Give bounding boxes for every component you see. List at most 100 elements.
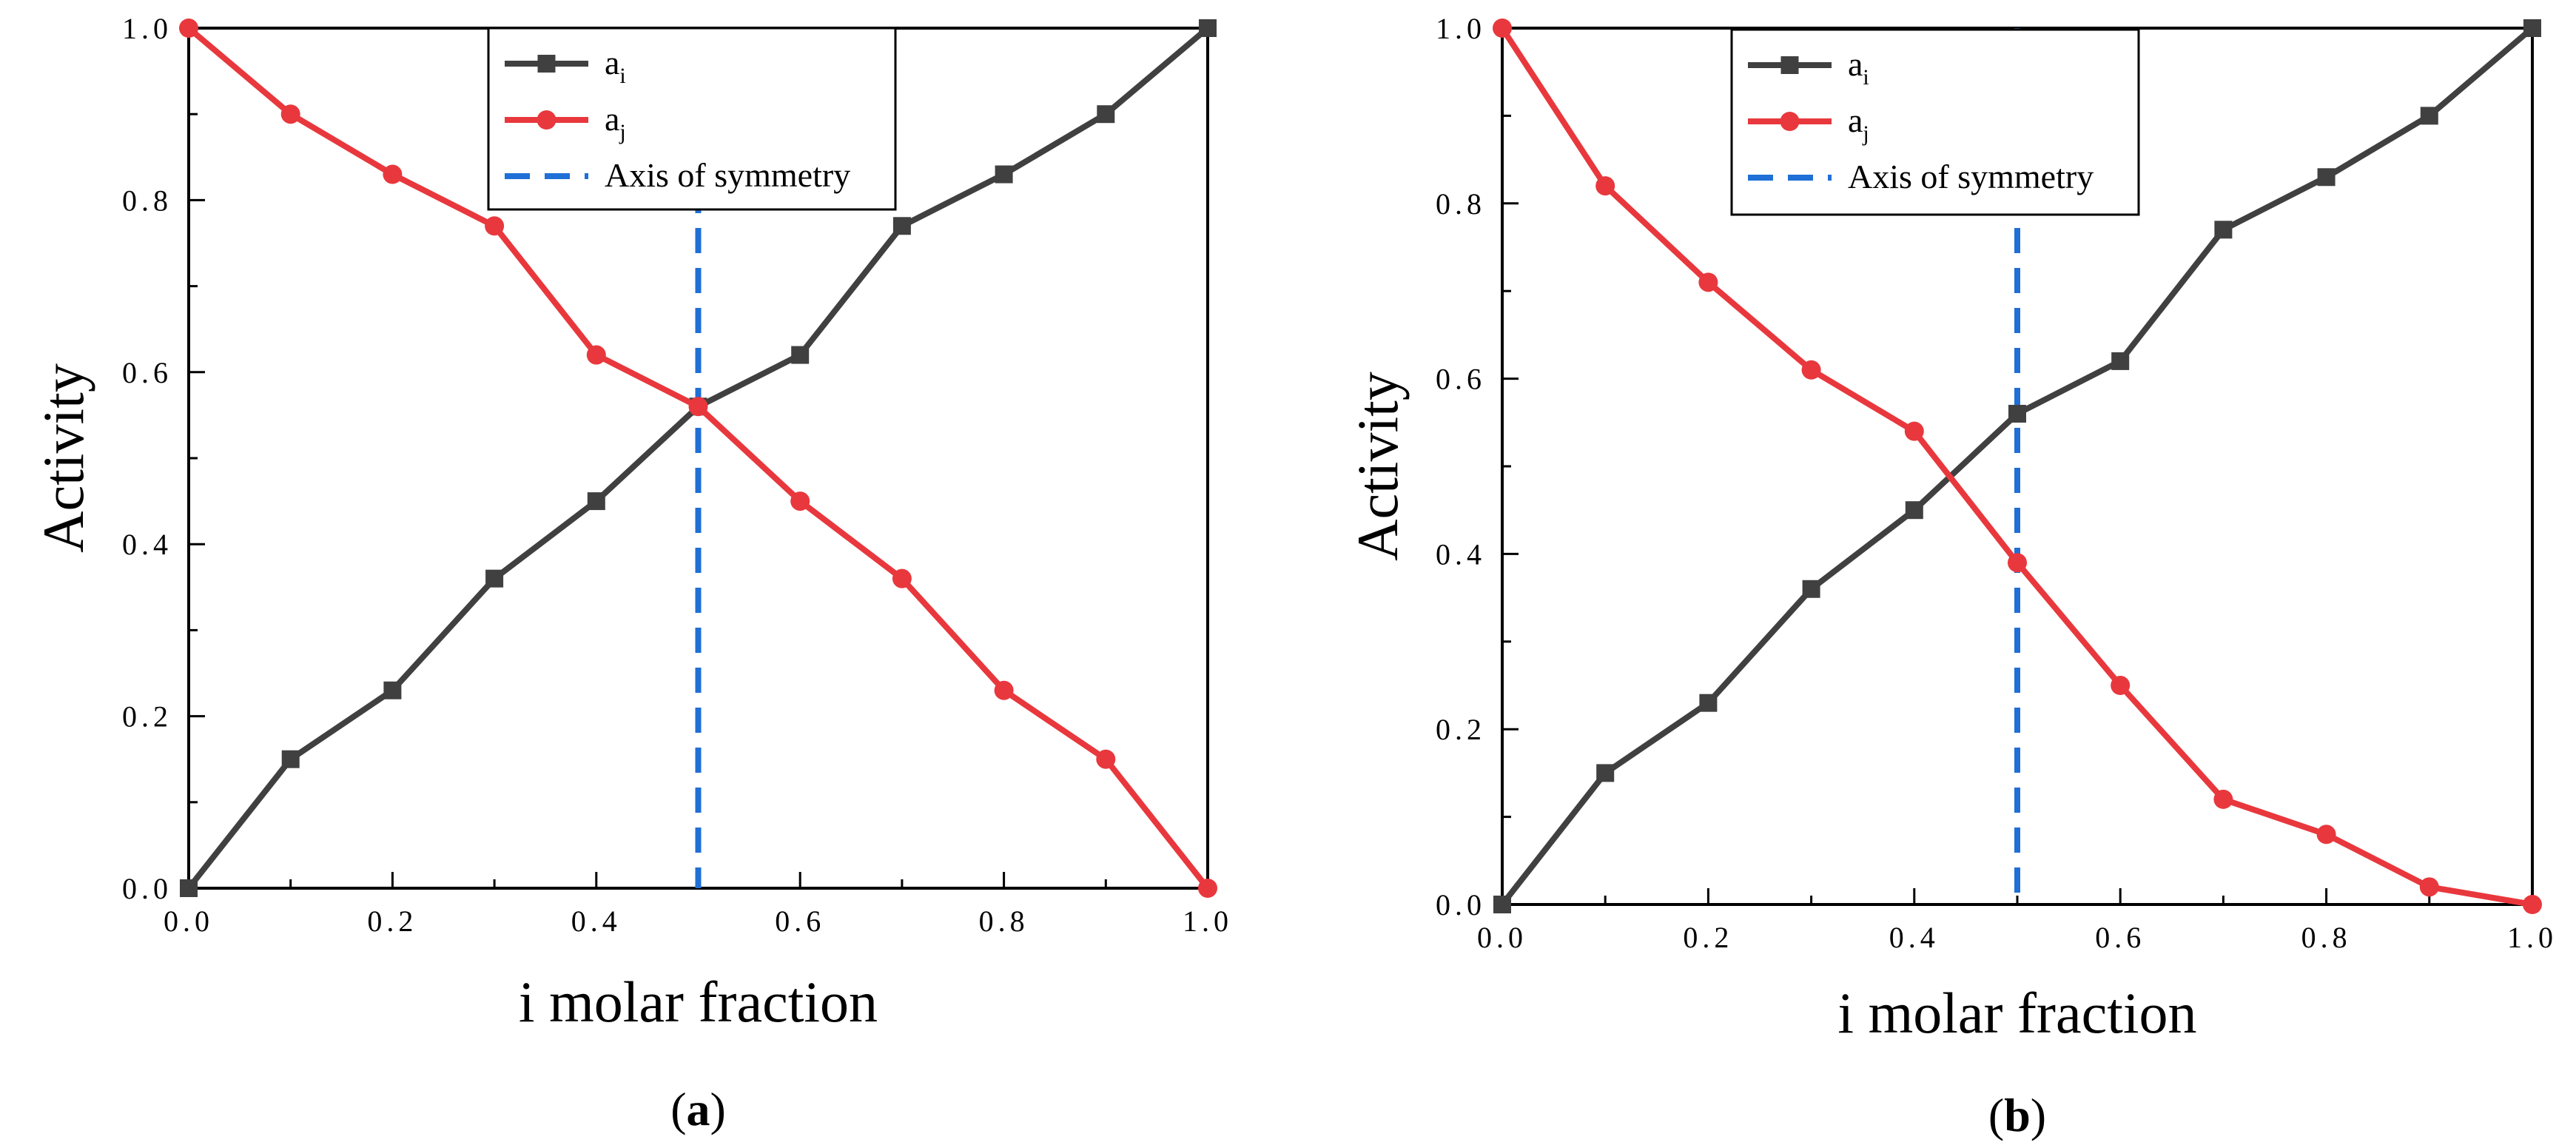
legend-marker [1780, 112, 1800, 131]
y-tick-label: 1.0 [1436, 12, 1486, 45]
series-aj [1493, 19, 2542, 914]
x-tick-label: 1.0 [1183, 904, 1233, 938]
legend-label: Axis of symmetry [605, 156, 850, 194]
data-point [892, 217, 911, 235]
data-point [1904, 421, 1924, 441]
data-point [1699, 694, 1718, 712]
data-point [1199, 19, 1217, 37]
y-tick-label: 0.6 [1436, 363, 1486, 396]
panel-label-open: ( [670, 1083, 686, 1135]
x-tick-label: 0.2 [367, 904, 417, 938]
data-point [1802, 580, 1820, 598]
data-point [994, 680, 1014, 700]
legend-marker [537, 110, 556, 130]
legend-label-base: a [1848, 45, 1863, 83]
y-tick-label: 0.8 [1436, 187, 1486, 221]
panel-label: (b) [1988, 1089, 2046, 1141]
legend-label-sub: i [1863, 65, 1869, 90]
data-point [2419, 877, 2439, 897]
data-point [281, 750, 300, 768]
series-aj [179, 19, 1217, 898]
y-tick-label: 0.4 [1436, 537, 1486, 571]
x-axis-title: i molar fraction [1837, 981, 2196, 1045]
x-tick-label: 0.6 [2095, 921, 2145, 954]
legend-label-base: a [605, 44, 619, 81]
data-point [2523, 19, 2541, 37]
x-tick-label: 0.0 [164, 904, 214, 938]
y-tick-label: 0.8 [122, 184, 172, 217]
data-point [1493, 19, 1512, 38]
data-point [2008, 553, 2027, 573]
data-point [180, 879, 198, 897]
y-axis-title: Activity [31, 363, 95, 553]
data-point [995, 165, 1013, 184]
x-tick-label: 1.0 [2507, 921, 2557, 954]
legend-label: ai [1848, 45, 1869, 90]
legend-label-sub: i [619, 64, 625, 88]
data-point [586, 345, 606, 365]
x-tick-label: 0.2 [1683, 921, 1733, 954]
data-point [1097, 105, 1115, 124]
y-tick-label: 1.0 [122, 12, 172, 45]
panel-label-letter: b [2004, 1089, 2031, 1141]
data-point [688, 397, 708, 417]
data-point [383, 681, 402, 699]
legend-label-base: a [605, 100, 619, 138]
y-tick-label: 0.2 [1436, 713, 1486, 746]
data-point [2111, 352, 2130, 370]
legend-label: Axis of symmetry [1848, 158, 2094, 195]
legend-marker [537, 55, 556, 73]
data-point [1595, 176, 1615, 196]
legend-label-sub: j [619, 120, 625, 144]
data-point [179, 19, 198, 38]
y-tick-label: 0.0 [122, 872, 172, 905]
data-point [383, 164, 403, 184]
legend-label: aj [1848, 101, 1869, 146]
x-tick-label: 0.4 [571, 904, 622, 938]
data-point [280, 104, 300, 124]
panel-b: 0.0 0.2 0.4 0.6 0.8 1.0 0.0 0.2 0.4 0.6 0.8 1.0 i mo… [1345, 12, 2557, 1141]
data-point [2523, 895, 2542, 914]
data-point [2316, 825, 2336, 845]
x-tick-label: 0.8 [2301, 921, 2352, 954]
data-point [2111, 676, 2131, 695]
y-tick-label: 0.0 [1436, 888, 1486, 922]
data-point [1596, 764, 1615, 782]
legend-label: aj [605, 100, 626, 144]
series-ai [1493, 19, 2541, 913]
data-point [791, 346, 810, 364]
x-tick-label: 0.4 [1889, 921, 1940, 954]
x-tick-label: 0.0 [1477, 921, 1527, 954]
y-axis-title: Activity [1345, 372, 1410, 561]
panel-label-open: ( [1988, 1089, 2004, 1141]
panel-a: 0.0 0.2 0.4 0.6 0.8 1.0 0.0 0.2 0.4 0.6 0.8 1.0 i mo… [31, 12, 1233, 1135]
panel-label-letter: a [687, 1083, 710, 1135]
data-point [2214, 221, 2233, 239]
data-point [892, 568, 912, 588]
legend-label-sub: j [1862, 121, 1869, 146]
data-point [1493, 896, 1511, 913]
data-point [2317, 168, 2335, 187]
panel-label-close: ) [2031, 1089, 2046, 1141]
data-point [485, 569, 504, 588]
data-point [1801, 360, 1821, 380]
data-point [587, 492, 605, 511]
data-point [1096, 749, 1116, 769]
data-point [2008, 404, 2026, 423]
y-tick-label: 0.4 [122, 528, 172, 561]
legend-marker [1780, 56, 1799, 74]
legend-label-base: a [1848, 101, 1863, 139]
data-point [2213, 789, 2233, 809]
x-tick-label: 0.8 [979, 904, 1029, 938]
data-point [2420, 107, 2438, 125]
data-point [485, 216, 505, 236]
x-tick-label: 0.6 [775, 904, 825, 938]
x-axis-title: i molar fraction [519, 970, 878, 1034]
y-tick-label: 0.6 [122, 356, 172, 389]
legend-label: ai [605, 44, 626, 88]
panel-label: (a) [670, 1083, 726, 1135]
data-point [1698, 272, 1718, 292]
data-point [1198, 879, 1217, 898]
